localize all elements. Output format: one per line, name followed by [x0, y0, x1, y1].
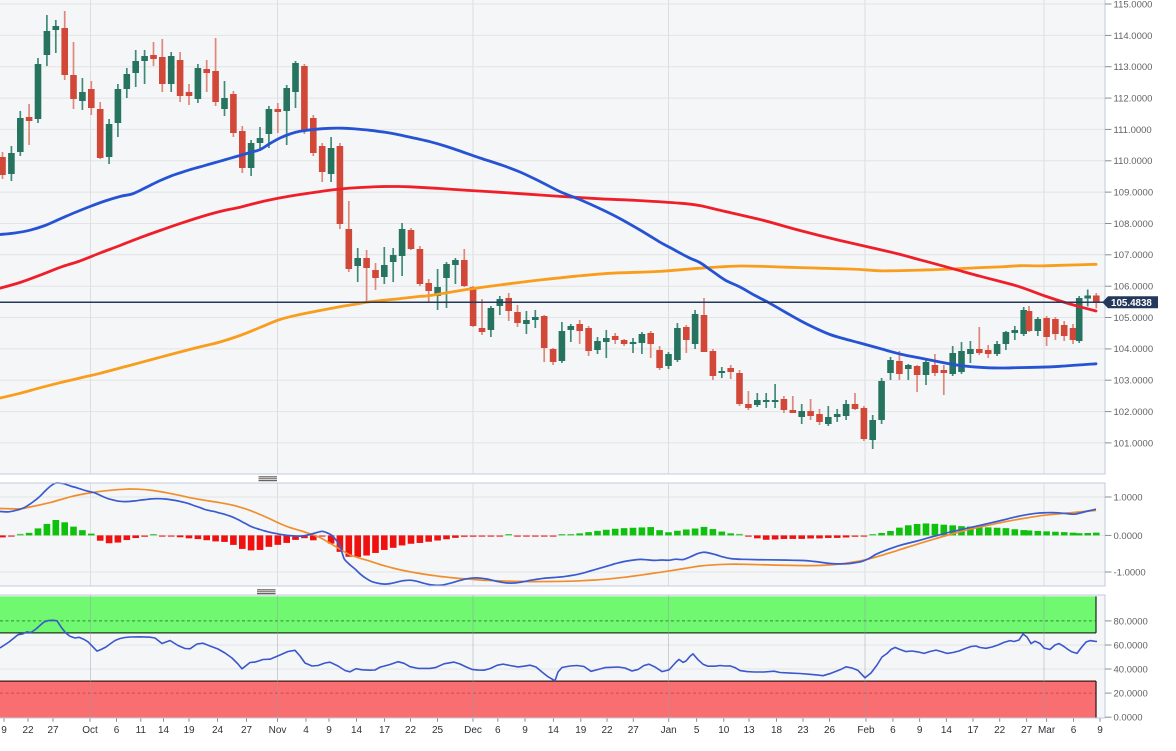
svg-text:17: 17 — [967, 725, 979, 736]
svg-text:24: 24 — [212, 725, 224, 736]
svg-text:22: 22 — [22, 725, 34, 736]
svg-text:115.0000: 115.0000 — [1114, 0, 1153, 10]
svg-text:Mar: Mar — [1038, 725, 1056, 736]
svg-text:9: 9 — [1097, 725, 1103, 736]
svg-text:108.0000: 108.0000 — [1114, 219, 1154, 230]
svg-text:103.0000: 103.0000 — [1114, 376, 1154, 387]
svg-text:18: 18 — [771, 725, 783, 736]
svg-text:114.0000: 114.0000 — [1114, 31, 1153, 42]
svg-text:6: 6 — [114, 725, 120, 736]
svg-text:27: 27 — [241, 725, 253, 736]
svg-text:19: 19 — [183, 725, 195, 736]
svg-text:13: 13 — [743, 725, 755, 736]
svg-text:14: 14 — [158, 725, 170, 736]
svg-text:101.0000: 101.0000 — [1114, 438, 1154, 449]
svg-text:113.0000: 113.0000 — [1114, 62, 1153, 73]
svg-text:22: 22 — [405, 725, 417, 736]
svg-text:19: 19 — [575, 725, 587, 736]
svg-text:Feb: Feb — [857, 725, 875, 736]
svg-text:111.0000: 111.0000 — [1114, 125, 1152, 136]
svg-text:6: 6 — [890, 725, 896, 736]
svg-text:107.0000: 107.0000 — [1114, 250, 1154, 261]
svg-text:27: 27 — [628, 725, 640, 736]
svg-text:6: 6 — [495, 725, 501, 736]
svg-text:11: 11 — [136, 725, 147, 736]
svg-text:40.0000: 40.0000 — [1114, 664, 1148, 675]
svg-text:20.0000: 20.0000 — [1114, 689, 1148, 700]
svg-text:Dec: Dec — [464, 725, 482, 736]
svg-text:0.0000: 0.0000 — [1114, 713, 1143, 724]
svg-text:9: 9 — [917, 725, 923, 736]
svg-text:102.0000: 102.0000 — [1114, 407, 1154, 418]
svg-text:60.0000: 60.0000 — [1114, 640, 1148, 651]
svg-text:23: 23 — [797, 725, 809, 736]
svg-text:104.0000: 104.0000 — [1114, 344, 1154, 355]
svg-text:1.0000: 1.0000 — [1114, 492, 1143, 503]
svg-text:22: 22 — [994, 725, 1006, 736]
svg-text:80.0000: 80.0000 — [1114, 616, 1148, 627]
svg-text:27: 27 — [1021, 725, 1033, 736]
svg-text:0.0000: 0.0000 — [1114, 531, 1143, 542]
svg-text:6: 6 — [1071, 725, 1077, 736]
svg-text:9: 9 — [1, 725, 7, 736]
svg-text:9: 9 — [522, 725, 528, 736]
svg-text:14: 14 — [548, 725, 560, 736]
svg-text:5: 5 — [694, 725, 700, 736]
svg-text:Oct: Oct — [82, 725, 98, 736]
svg-text:25: 25 — [432, 725, 444, 736]
svg-text:110.0000: 110.0000 — [1114, 156, 1153, 167]
svg-text:10: 10 — [718, 725, 730, 736]
svg-text:-1.0000: -1.0000 — [1114, 567, 1146, 578]
svg-text:4: 4 — [303, 725, 309, 736]
svg-text:22: 22 — [601, 725, 613, 736]
svg-text:26: 26 — [824, 725, 836, 736]
svg-text:Jan: Jan — [661, 725, 677, 736]
svg-text:112.0000: 112.0000 — [1114, 94, 1153, 105]
svg-text:105.4838: 105.4838 — [1111, 298, 1152, 309]
svg-text:Nov: Nov — [269, 725, 287, 736]
svg-text:17: 17 — [379, 725, 391, 736]
svg-text:9: 9 — [326, 725, 332, 736]
svg-text:109.0000: 109.0000 — [1114, 188, 1154, 199]
svg-text:27: 27 — [47, 725, 59, 736]
svg-text:105.0000: 105.0000 — [1114, 313, 1154, 324]
svg-text:14: 14 — [351, 725, 363, 736]
svg-text:106.0000: 106.0000 — [1114, 282, 1154, 293]
svg-text:14: 14 — [941, 725, 953, 736]
